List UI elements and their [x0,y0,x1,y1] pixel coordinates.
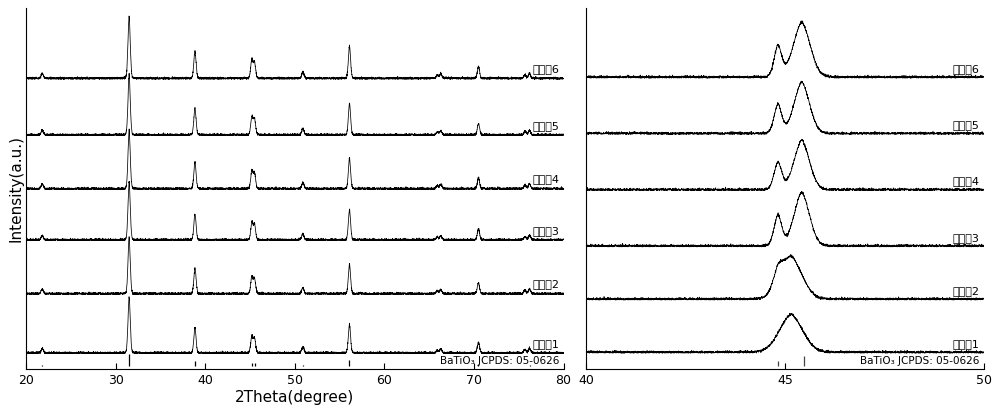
Text: 实施兡6: 实施兡6 [953,64,980,74]
Text: 实施兡2: 实施兡2 [532,279,559,290]
Text: 实施兡6: 实施兡6 [532,64,559,74]
Text: 实施兡5: 实施兡5 [953,120,980,130]
X-axis label: 2Theta(degree): 2Theta(degree) [235,390,354,405]
Text: 实施兡4: 实施兡4 [532,174,559,184]
Text: 实施兡2: 实施兡2 [953,286,980,296]
Y-axis label: Intensity(a.u.): Intensity(a.u.) [8,135,23,242]
Text: 实施兡1: 实施兡1 [953,339,980,349]
Text: 实施兡3: 实施兡3 [532,225,559,235]
Text: 实施兡5: 实施兡5 [532,121,559,131]
Text: 实施兡4: 实施兡4 [953,176,980,187]
Text: 实施兡1: 实施兡1 [532,339,559,349]
Text: BaTiO₃ JCPDS: 05-0626: BaTiO₃ JCPDS: 05-0626 [440,356,559,366]
Text: BaTiO₃ JCPDS: 05-0626: BaTiO₃ JCPDS: 05-0626 [860,356,980,366]
Text: 实施兡3: 实施兡3 [953,233,980,243]
